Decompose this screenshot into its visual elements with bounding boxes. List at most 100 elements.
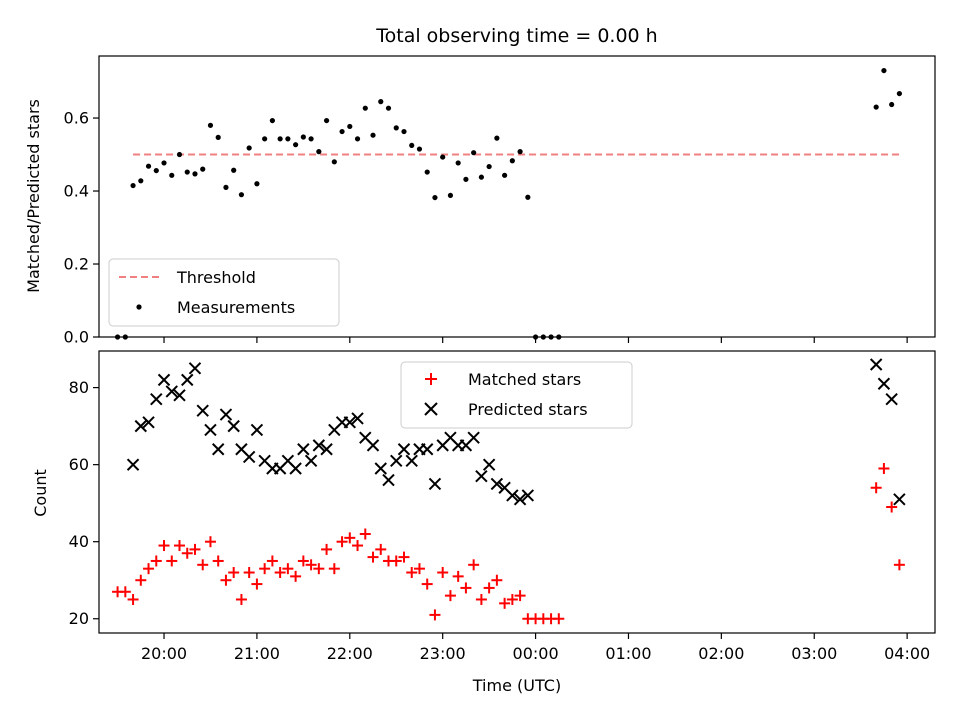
matched-stars-point [460,582,472,594]
measurement-point [308,136,314,142]
legend-measurements-label: Measurements [177,298,295,317]
measurement-point [517,149,523,155]
predicted-stars-point [173,389,186,402]
predicted-stars-point [405,454,418,468]
predicted-stars-point [490,477,504,491]
x-tick-label: 03:00 [791,644,837,663]
legend-threshold-label: Threshold [176,268,256,287]
legend-matched-swatch [425,373,437,385]
matched-stars-point [421,578,433,590]
measurement-point [424,169,430,175]
matched-stars-point [352,540,364,552]
matched-stars-point [135,574,147,586]
matched-stars-point [212,555,224,567]
predicted-stars-point [165,385,178,398]
measurement-point [432,194,438,201]
matched-stars-point [259,563,271,575]
matched-stars-point [553,613,565,625]
measurement-point [262,136,268,142]
predicted-stars-point [885,392,898,406]
chart-title: Total observing time = 0.00 h [375,25,657,47]
matched-stars-point [274,567,286,579]
predicted-stars-point [250,423,264,437]
legend-predicted-swatch [424,402,438,416]
bottom-y-tick-label: 80 [69,378,89,397]
top-y-tick-label: 0.0 [64,328,89,347]
x-tick-label: 00:00 [513,644,559,663]
predicted-stars-point [227,419,240,433]
measurement-point [293,142,299,148]
matched-stars-point [204,536,216,548]
top-panel: 0.0 0.2 0.4 0.6 Matched/Predicted stars Thr… [24,55,936,347]
predicted-stars-point [297,443,310,456]
measurement-point [370,132,376,138]
matched-stars-point [282,563,294,575]
measurement-point [246,145,252,151]
measurement-point [161,160,167,166]
bottom-axes-frame [98,350,936,634]
measurement-point [509,158,515,164]
measurement-point [486,163,492,170]
measurement-point [471,150,477,156]
top-y-ticks: 0.0 0.2 0.4 0.6 [64,109,99,347]
measurement-point [331,159,337,165]
x-tick-label: 22:00 [327,644,373,663]
matched-stars-point [886,501,898,513]
x-axis-label: Time (UTC) [472,676,561,695]
measurement-point [153,167,159,174]
measurement-point [440,154,446,160]
x-tick-label: 23:00 [420,644,466,663]
bottom-y-axis-label: Count [31,469,50,517]
predicted-stars-point [343,416,357,429]
predicted-stars-point [390,454,403,468]
measurement-point [300,134,306,140]
matched-stars-point [243,567,255,579]
matched-stars-point [313,563,325,575]
measurement-point [316,149,322,155]
measurement-point [463,176,469,182]
matched-stars-point [506,593,518,605]
measurement-point [339,128,345,135]
matched-stars-point [251,578,263,590]
predicted-stars-point [212,443,225,456]
measurement-point [873,104,879,110]
matched-stars-point [429,609,441,621]
legend-matched-label: Matched stars [468,370,581,389]
measurement-point [354,136,361,142]
predicted-stars-point [181,373,194,387]
legend-predicted-label: Predicted stars [468,400,588,419]
measurement-point [192,171,198,177]
measurement-point [881,67,887,74]
bottom-y-ticks: 20 40 60 80 [69,378,99,628]
matched-stars-point [150,555,162,567]
measurement-point [525,194,531,200]
predicted-stars-point [219,408,233,421]
measurement-point [138,178,144,184]
matched-stars-point [468,559,480,571]
measurement-point [238,192,245,198]
predicted-stars-point [374,462,387,475]
predicted-stars-point [877,377,891,390]
top-plot-area [114,67,902,340]
matched-stars-point [127,593,139,605]
measurement-point [896,90,902,97]
predicted-stars-point [157,373,171,387]
x-tick-label: 20:00 [141,644,187,663]
predicted-stars-point [126,458,140,471]
predicted-stars-point [289,462,302,475]
predicted-stars-point [482,458,496,471]
bottom-panel: 20 40 60 80 20:00 21:00 22:00 23:00 00:00 01:00 0… [31,350,936,695]
predicted-stars-point [513,493,527,506]
predicted-stars-point [320,443,333,456]
predicted-stars-point [150,392,163,406]
measurement-point [455,160,461,166]
matched-stars-point [452,570,464,582]
matched-stars-point [166,555,178,567]
x-tick-label: 21:00 [234,644,280,663]
predicted-stars-point [382,473,395,487]
predicted-stars-point [351,412,364,425]
matched-stars-point [305,559,317,571]
predicted-stars-point [521,489,535,502]
x-tick-label: 02:00 [698,644,744,663]
